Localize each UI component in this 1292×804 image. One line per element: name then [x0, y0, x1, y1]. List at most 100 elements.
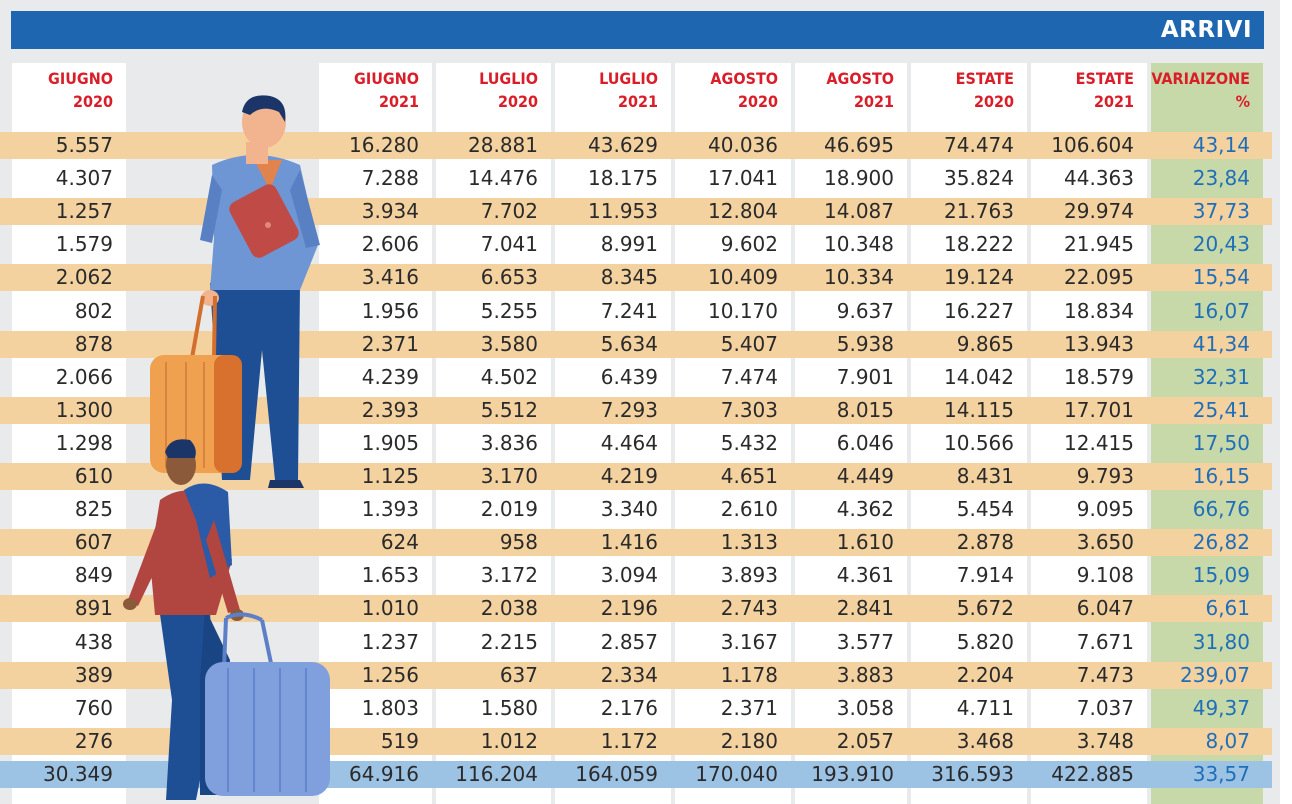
table-cell: 193.910 — [811, 761, 894, 786]
table-cell: 7.702 — [480, 199, 538, 224]
table-cell: 8.991 — [600, 232, 658, 257]
column-header: AGOSTO 2020 — [675, 67, 778, 123]
table-cell: 10.409 — [708, 265, 778, 290]
table-row: 2.062 3.416 6.653 8.345 10.409 10.334 19.124 22… — [0, 261, 1272, 294]
table-cell: 878 — [74, 331, 113, 356]
column-header-sublabel: 2020 — [497, 92, 538, 111]
table-cell: 2.371 — [361, 331, 419, 356]
table-cell: 30.349 — [43, 761, 113, 786]
variation-cell: 33,57 — [1192, 761, 1250, 786]
table-cell: 5.407 — [720, 331, 778, 356]
table-cell: 3.167 — [720, 629, 778, 654]
variation-cell: 32,31 — [1192, 364, 1250, 389]
column-header-sublabel: 2021 — [617, 92, 658, 111]
table-cell: 16.280 — [349, 133, 419, 157]
variation-cell: 49,37 — [1192, 695, 1250, 720]
table-cell: 18.175 — [588, 166, 658, 191]
column-header-sublabel: 2021 — [853, 92, 894, 111]
variation-cell: 16,07 — [1192, 298, 1250, 323]
table-cell: 610 — [74, 464, 113, 488]
table-cell: 9.865 — [956, 331, 1014, 356]
table-cell: 10.170 — [708, 298, 778, 323]
table-cell: 4.711 — [956, 695, 1014, 720]
table-cell: 18.579 — [1064, 364, 1134, 389]
table-row: 849 1.653 3.172 3.094 3.893 4.361 7.914 9.108 15… — [0, 559, 1272, 592]
table-cell: 1.257 — [55, 199, 113, 224]
table-cell: 2.743 — [720, 596, 778, 621]
table-cell: 438 — [74, 629, 113, 654]
table-cell: 10.566 — [944, 430, 1014, 455]
table-row: 438 1.237 2.215 2.857 3.167 3.577 5.820 7.671 31… — [0, 626, 1272, 659]
table-cell: 3.468 — [956, 728, 1014, 753]
table-cell: 2.038 — [480, 596, 538, 621]
table-cell: 849 — [74, 563, 113, 588]
table-cell: 1.956 — [361, 298, 419, 323]
table-cell: 4.219 — [600, 464, 658, 488]
table-row: 276 519 1.012 1.172 2.180 2.057 3.468 3.748 8,07 — [0, 725, 1272, 758]
table-cell: 164.059 — [575, 761, 658, 786]
table-cell: 10.348 — [824, 232, 894, 257]
table-cell: 4.362 — [836, 497, 894, 522]
table-cell: 2.196 — [600, 596, 658, 621]
table-cell: 7.241 — [600, 298, 658, 323]
table-row: 878 2.371 3.580 5.634 5.407 5.938 9.865 13.943 4… — [0, 328, 1272, 361]
variation-cell: 6,61 — [1205, 596, 1250, 621]
table-cell: 316.593 — [931, 761, 1014, 786]
table-cell: 7.041 — [480, 232, 538, 257]
table-cell: 43.629 — [588, 133, 658, 157]
table-cell: 7.303 — [720, 397, 778, 422]
table-cell: 9.108 — [1076, 563, 1134, 588]
column-header-label: LUGLIO — [599, 69, 658, 88]
variation-cell: 26,82 — [1192, 530, 1250, 555]
table-row: 4.307 7.288 14.476 18.175 17.041 18.900 35.824… — [0, 162, 1272, 195]
table-cell: 7.473 — [1076, 662, 1134, 687]
table-cell: 7.474 — [720, 364, 778, 389]
column-header: ESTATE 2020 — [911, 67, 1014, 123]
table-cell: 1.579 — [55, 232, 113, 257]
table-cell: 3.416 — [361, 265, 419, 290]
table-row: 1.298 1.905 3.836 4.464 5.432 6.046 10.566 12.4… — [0, 427, 1272, 460]
table-row: 802 1.956 5.255 7.241 10.170 9.637 16.227 18.83… — [0, 295, 1272, 328]
table-row: 891 1.010 2.038 2.196 2.743 2.841 5.672 6.047 6,… — [0, 592, 1272, 625]
variation-cell: 239,07 — [1180, 662, 1250, 687]
column-header-label: AGOSTO — [826, 69, 894, 88]
table-cell: 1.298 — [55, 430, 113, 455]
table-cell: 74.474 — [944, 133, 1014, 157]
column-header: LUGLIO 2020 — [436, 67, 538, 123]
table-cell: 2.176 — [600, 695, 658, 720]
table-cell: 1.313 — [720, 530, 778, 555]
table-cell: 2.204 — [956, 662, 1014, 687]
table-cell: 40.036 — [708, 133, 778, 157]
table-cell: 7.671 — [1076, 629, 1134, 654]
column-header: GIUGNO 2021 — [319, 67, 419, 123]
table-cell: 9.793 — [1076, 464, 1134, 488]
table-row: 1.300 2.393 5.512 7.293 7.303 8.015 14.115 17.7… — [0, 394, 1272, 427]
table-cell: 10.334 — [824, 265, 894, 290]
column-header: AGOSTO 2021 — [795, 67, 894, 123]
table-cell: 624 — [380, 530, 419, 555]
table-cell: 8.431 — [956, 464, 1014, 488]
table-cell: 13.943 — [1064, 331, 1134, 356]
column-header-label: GIUGNO — [354, 69, 419, 88]
table-cell: 9.637 — [836, 298, 894, 323]
table-cell: 12.415 — [1064, 430, 1134, 455]
table-cell: 46.695 — [824, 133, 894, 157]
table-cell: 6.653 — [480, 265, 538, 290]
table-cell: 16.227 — [944, 298, 1014, 323]
table-cell: 5.634 — [600, 331, 658, 356]
table-cell: 17.041 — [708, 166, 778, 191]
column-header: LUGLIO 2021 — [555, 67, 658, 123]
table-cell: 5.454 — [956, 497, 1014, 522]
table-cell: 1.803 — [361, 695, 419, 720]
table-row: 389 1.256 637 2.334 1.178 3.883 2.204 7.473 239,… — [0, 659, 1272, 692]
column-header-label: GIUGNO — [48, 69, 113, 88]
table-cell: 1.610 — [836, 530, 894, 555]
column-header-sublabel: % — [1235, 92, 1250, 111]
table-cell: 891 — [74, 596, 113, 621]
variation-cell: 43,14 — [1192, 133, 1250, 157]
variation-cell: 41,34 — [1192, 331, 1250, 356]
table-cell: 17.701 — [1064, 397, 1134, 422]
table-cell: 3.934 — [361, 199, 419, 224]
table-cell: 9.095 — [1076, 497, 1134, 522]
table-cell: 6.046 — [836, 430, 894, 455]
